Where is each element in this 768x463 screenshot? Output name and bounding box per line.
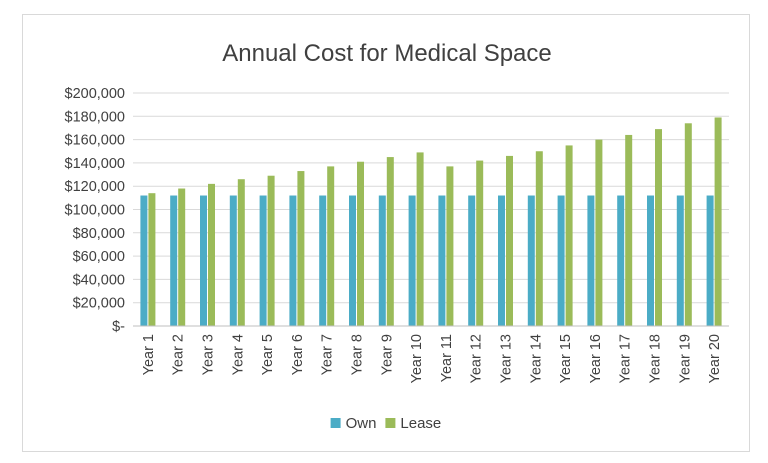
bar-own-19 xyxy=(676,195,684,326)
bar-own-11 xyxy=(438,195,446,326)
y-tick-label: $20,000 xyxy=(73,296,125,312)
x-tick-label: Year 13 xyxy=(499,334,515,383)
y-axis-tick-labels: $- $20,000 $40,000 $60,000 $80,000 $100,000 $1… xyxy=(65,86,126,335)
legend-label-own: Own xyxy=(346,415,377,432)
y-tick-label: $100,000 xyxy=(65,203,125,219)
bar-lease-15 xyxy=(565,145,573,326)
x-tick-label: Year 14 xyxy=(528,334,544,383)
x-tick-label: Year 5 xyxy=(260,334,276,375)
bar-lease-8 xyxy=(357,161,364,326)
x-tick-label: Year 11 xyxy=(439,334,455,382)
bar-lease-7 xyxy=(327,166,335,326)
x-tick-label: Year 16 xyxy=(588,334,604,383)
bar-lease-6 xyxy=(297,171,305,326)
y-tick-label: $180,000 xyxy=(65,109,125,125)
bar-lease-20 xyxy=(714,117,722,326)
bar-own-7 xyxy=(319,195,327,326)
bars xyxy=(140,117,722,326)
bar-own-8 xyxy=(349,195,356,326)
bar-lease-19 xyxy=(684,123,692,326)
x-axis-tick-labels: Year 1 Year 2 Year 3 Year 4 Year 5 Year 6 Year… xyxy=(141,334,723,383)
x-tick-label: Year 6 xyxy=(290,334,306,375)
bar-lease-4 xyxy=(237,179,245,326)
x-tick-label: Year 3 xyxy=(201,334,217,375)
x-tick-label: Year 10 xyxy=(409,334,425,383)
chart-frame: Annual Cost for Medical Space $- $20,000 $… xyxy=(22,14,750,452)
bar-own-6 xyxy=(289,195,297,326)
bar-own-4 xyxy=(229,195,237,326)
bar-lease-11 xyxy=(446,166,454,326)
bar-lease-10 xyxy=(416,152,424,326)
bar-chart: Annual Cost for Medical Space $-$20,000$… xyxy=(65,40,729,432)
bar-own-3 xyxy=(200,195,207,326)
bar-lease-2 xyxy=(178,188,186,326)
bar-lease-9 xyxy=(386,157,394,326)
bar-own-13 xyxy=(498,195,505,326)
legend-label-lease: Lease xyxy=(400,415,441,432)
x-tick-label: Year 7 xyxy=(320,334,336,375)
bar-own-1 xyxy=(140,195,148,326)
y-tick-label: $60,000 xyxy=(73,249,125,265)
y-tick-label: $200,000 xyxy=(65,86,125,102)
y-tick-label: $80,000 xyxy=(73,226,125,242)
bar-own-14 xyxy=(527,195,535,326)
bar-own-12 xyxy=(468,195,476,326)
bar-lease-13 xyxy=(506,155,513,326)
bar-lease-18 xyxy=(655,129,662,326)
y-tick-label: $160,000 xyxy=(65,133,125,149)
legend-swatch-own xyxy=(330,418,341,428)
chart-title: Annual Cost for Medical Space xyxy=(222,40,552,67)
legend-swatch-lease xyxy=(385,418,396,428)
y-tick-label: $- xyxy=(112,319,125,335)
y-tick-label: $40,000 xyxy=(73,272,125,288)
bar-own-17 xyxy=(617,195,625,326)
bar-lease-12 xyxy=(476,160,484,326)
x-tick-label: Year 1 xyxy=(141,334,157,375)
bar-lease-3 xyxy=(208,183,215,326)
bar-own-20 xyxy=(706,195,714,326)
y-tick-label: $140,000 xyxy=(65,156,125,172)
legend: Own Lease xyxy=(330,415,441,432)
bar-lease-17 xyxy=(625,134,633,326)
bar-lease-14 xyxy=(535,151,543,326)
y-tick-label: $120,000 xyxy=(65,179,125,195)
x-tick-label: Year 18 xyxy=(648,334,664,383)
bar-lease-16 xyxy=(595,139,603,326)
x-tick-label: Year 9 xyxy=(379,334,395,375)
bar-own-5 xyxy=(259,195,267,326)
x-tick-label: Year 2 xyxy=(171,334,187,375)
x-tick-label: Year 19 xyxy=(677,334,693,383)
x-tick-label: Year 20 xyxy=(707,334,723,383)
bar-own-15 xyxy=(557,195,565,326)
bar-own-10 xyxy=(408,195,416,326)
x-tick-label: Year 8 xyxy=(350,334,366,375)
x-tick-label: Year 12 xyxy=(469,334,485,383)
bar-own-16 xyxy=(587,195,595,326)
x-tick-label: Year 4 xyxy=(230,334,246,375)
bar-lease-5 xyxy=(267,175,275,326)
bar-own-2 xyxy=(170,195,178,326)
x-tick-label: Year 17 xyxy=(618,334,634,383)
x-tick-label: Year 15 xyxy=(558,334,574,383)
bar-own-9 xyxy=(378,195,386,326)
bar-own-18 xyxy=(647,195,654,326)
bar-lease-1 xyxy=(148,193,156,326)
gridlines xyxy=(133,92,729,304)
